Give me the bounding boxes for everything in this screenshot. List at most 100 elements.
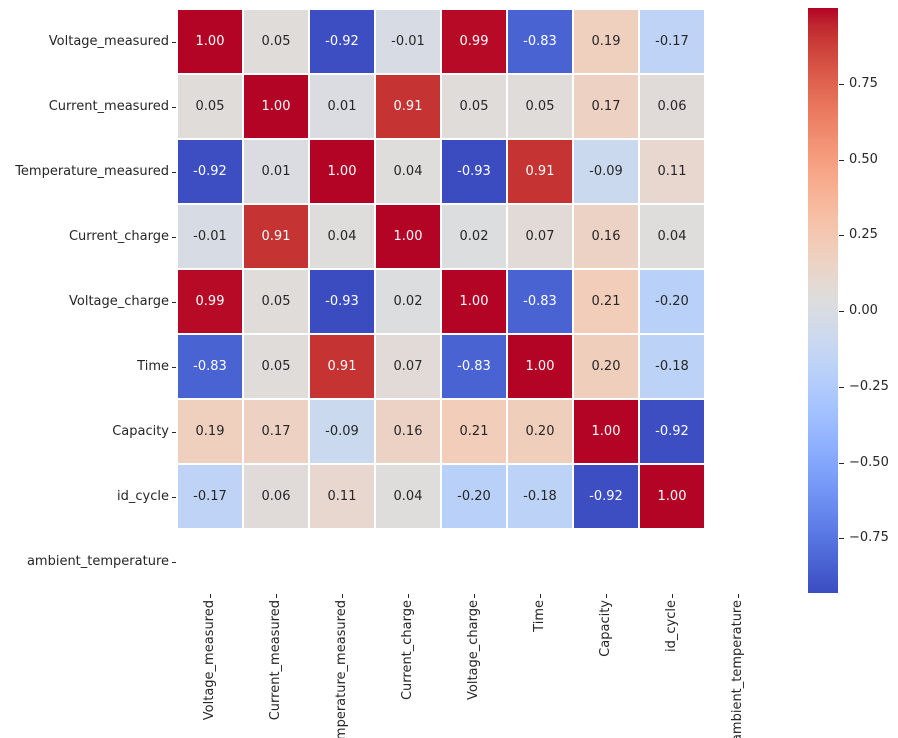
heatmap-cell: 0.17 <box>573 74 639 139</box>
colorbar-tick-label: −0.25 <box>849 378 889 394</box>
x-tick-label: Temperature_measured <box>334 600 349 738</box>
heatmap-cell: 1.00 <box>507 334 573 399</box>
heatmap-cell: 1.00 <box>639 464 705 529</box>
heatmap-cell: 0.20 <box>507 399 573 464</box>
y-tick-label: Temperature_measured <box>15 163 169 179</box>
y-tick-label: Current_charge <box>68 228 169 244</box>
cell-value: -0.17 <box>655 34 689 49</box>
cell-value: 0.01 <box>327 99 357 114</box>
heatmap-cell: 0.21 <box>441 399 507 464</box>
heatmap-cell: 1.00 <box>243 74 309 139</box>
heatmap-cell: 0.04 <box>375 464 441 529</box>
cell-value: 0.06 <box>261 489 291 504</box>
cell-value: 1.00 <box>591 424 621 439</box>
heatmap-cell: 0.20 <box>573 334 639 399</box>
cell-value: 0.19 <box>591 34 621 49</box>
colorbar-tick-label: 0.75 <box>849 75 878 91</box>
x-tick-label: Voltage_charge <box>466 600 481 700</box>
heatmap-cell: 1.00 <box>375 204 441 269</box>
cell-value: -0.93 <box>457 164 491 179</box>
heatmap-cell: 0.02 <box>375 269 441 334</box>
heatmap-cell: 1.00 <box>441 269 507 334</box>
x-tick-label: ambient_temperature <box>730 600 745 738</box>
cell-value: 1.00 <box>525 359 555 374</box>
cell-value: -0.20 <box>655 294 689 309</box>
y-tick-label: Voltage_measured <box>48 33 169 49</box>
colorbar-tick-label: 0.25 <box>849 227 878 243</box>
cell-value: 0.02 <box>459 229 489 244</box>
cell-value: 0.99 <box>459 34 489 49</box>
heatmap-cell: 0.01 <box>243 139 309 204</box>
y-tick-mark <box>172 431 176 433</box>
heatmap-cell: 0.16 <box>375 399 441 464</box>
cell-value: 0.05 <box>261 294 291 309</box>
x-tick-mark <box>474 594 475 598</box>
x-tick-label: Time <box>532 600 547 632</box>
cell-value: 0.05 <box>525 99 555 114</box>
y-tick-label: Time <box>137 358 169 374</box>
heatmap-cell: 0.04 <box>375 139 441 204</box>
heatmap-cell: -0.83 <box>507 269 573 334</box>
heatmap-cell: 0.91 <box>309 334 375 399</box>
heatmap-cell: -0.01 <box>375 9 441 74</box>
cell-value: 1.00 <box>195 34 225 49</box>
cell-value: 0.19 <box>195 424 225 439</box>
heatmap-cell: 0.04 <box>309 204 375 269</box>
heatmap-cell: -0.92 <box>309 9 375 74</box>
colorbar-tick-mark <box>839 462 844 464</box>
x-tick-mark <box>540 594 541 598</box>
heatmap-cell: -0.17 <box>639 9 705 74</box>
y-tick-mark <box>172 301 176 303</box>
cell-value: -0.83 <box>523 34 557 49</box>
heatmap-cell: -0.20 <box>441 464 507 529</box>
heatmap-cell: 0.05 <box>441 74 507 139</box>
cell-value: 0.02 <box>393 294 423 309</box>
cell-value: 0.21 <box>591 294 621 309</box>
cell-value: 0.91 <box>327 359 357 374</box>
cell-value: -0.01 <box>193 229 227 244</box>
cell-value: -0.17 <box>193 489 227 504</box>
cell-value: -0.83 <box>193 359 227 374</box>
colorbar-tick-mark <box>839 311 844 313</box>
x-tick-mark <box>606 594 607 598</box>
cell-value: 1.00 <box>327 164 357 179</box>
cell-value: 0.91 <box>261 229 291 244</box>
heatmap-cell: 0.05 <box>243 9 309 74</box>
cell-value: 0.04 <box>657 229 687 244</box>
cell-value: -0.92 <box>655 424 689 439</box>
colorbar-tick-mark <box>839 386 844 388</box>
heatmap-cell: 0.05 <box>243 269 309 334</box>
heatmap-cell: 0.11 <box>309 464 375 529</box>
heatmap-cell: -0.83 <box>177 334 243 399</box>
heatmap-cell: 0.99 <box>441 9 507 74</box>
cell-value: -0.20 <box>457 489 491 504</box>
heatmap-cell: 0.02 <box>441 204 507 269</box>
x-tick-mark <box>738 594 739 598</box>
y-tick-label: Capacity <box>112 423 169 439</box>
cell-value: 0.99 <box>195 294 225 309</box>
heatmap-cell: -0.83 <box>507 9 573 74</box>
cell-value: 0.17 <box>591 99 621 114</box>
cell-value: 0.11 <box>327 489 357 504</box>
colorbar-tick-mark <box>839 83 844 85</box>
colorbar-tick-label: −0.75 <box>849 530 889 546</box>
cell-value: 0.21 <box>459 424 489 439</box>
cell-value: 1.00 <box>657 489 687 504</box>
heatmap-cell: -0.18 <box>507 464 573 529</box>
cell-value: 0.05 <box>261 359 291 374</box>
heatmap-cell: -0.09 <box>309 399 375 464</box>
cell-value: -0.18 <box>523 489 557 504</box>
cell-value: 0.17 <box>261 424 291 439</box>
y-tick-label: Voltage_charge <box>69 293 169 309</box>
cell-value: 0.01 <box>261 164 291 179</box>
colorbar-tick-label: −0.50 <box>849 454 889 470</box>
y-tick-mark <box>172 171 176 173</box>
colorbar-tick-label: 0.50 <box>849 151 878 167</box>
colorbar-gradient <box>808 8 838 593</box>
heatmap-cell: 0.05 <box>177 74 243 139</box>
heatmap-cell: -0.92 <box>639 399 705 464</box>
cell-value: -0.83 <box>523 294 557 309</box>
cell-value: 0.05 <box>261 34 291 49</box>
cell-value: -0.92 <box>325 34 359 49</box>
